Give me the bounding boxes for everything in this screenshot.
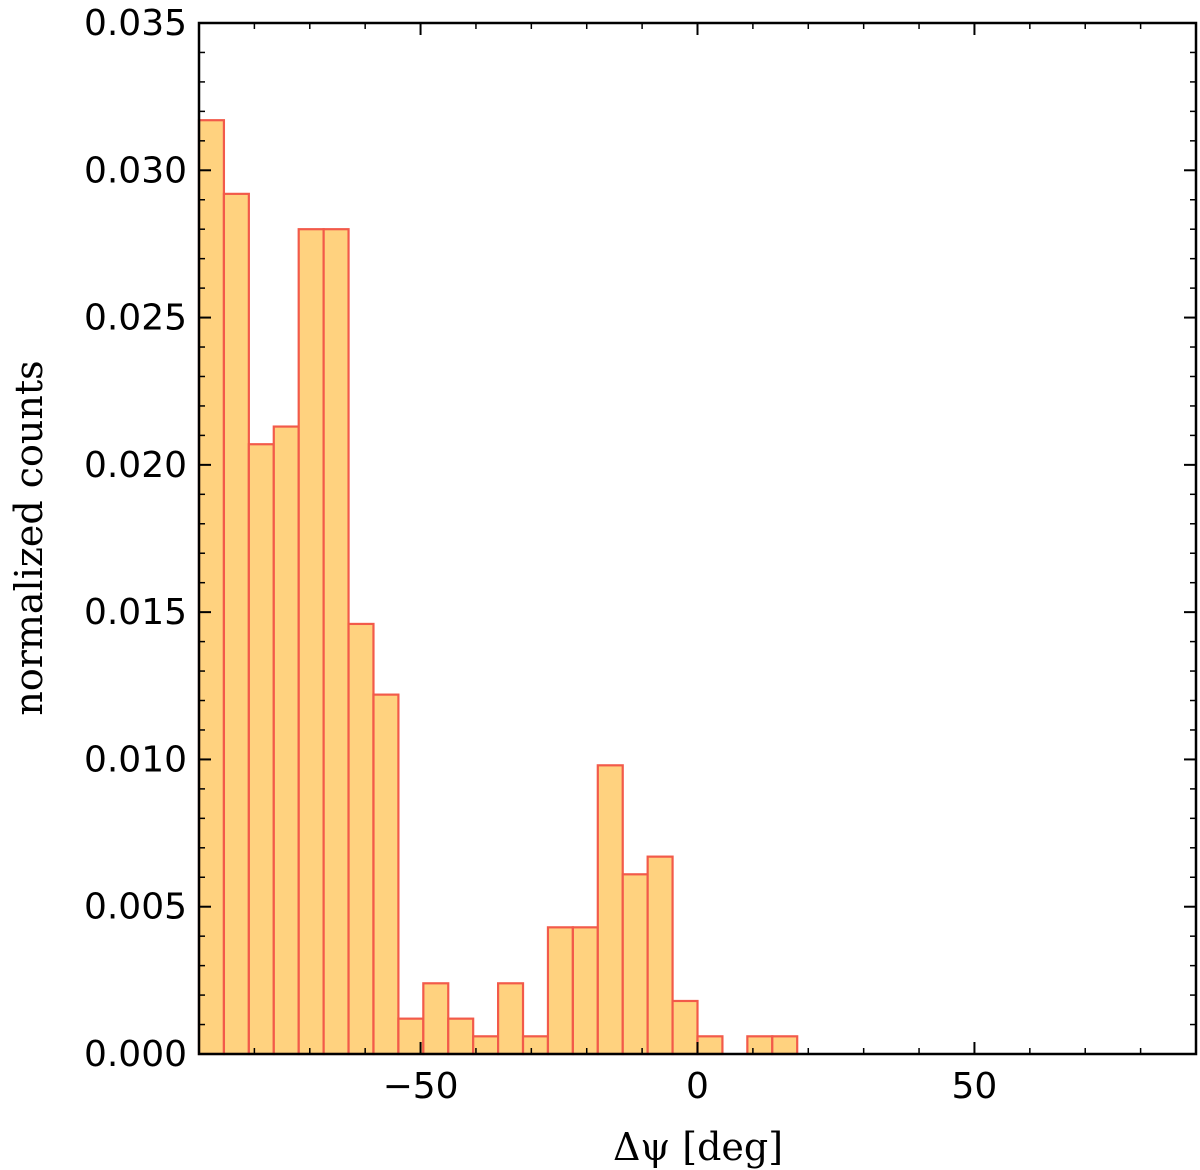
y-tick-label: 0.000 <box>84 1034 187 1075</box>
histogram-bar <box>771 1035 799 1056</box>
histogram-bar <box>247 443 275 1056</box>
x-tick-label: 0 <box>686 1066 709 1107</box>
y-tick-label: 0.020 <box>84 445 187 486</box>
tick-labels-layer: −50 0 50 0.000 0.005 0.010 0.015 0.020 0.025 0.03… <box>84 3 997 1107</box>
x-tick-label: 50 <box>952 1066 998 1107</box>
x-tick-label: −50 <box>383 1066 459 1107</box>
y-tick-label: 0.030 <box>84 150 187 191</box>
ticks-layer <box>198 22 1197 1055</box>
histogram-bar <box>422 982 450 1056</box>
y-axis-label: normalized counts <box>7 360 51 715</box>
histogram-bar <box>497 982 525 1056</box>
histogram-bar <box>322 228 350 1056</box>
histogram-bar <box>447 1017 475 1056</box>
histogram-bar <box>472 1035 500 1056</box>
histogram-bar <box>197 119 226 1056</box>
x-axis-label: Δψ [deg] <box>613 1125 783 1169</box>
histogram-bar <box>696 1035 724 1056</box>
histogram-bar <box>671 999 699 1056</box>
histogram-bar <box>621 873 649 1056</box>
histogram-bar <box>646 855 674 1056</box>
histogram-bar <box>546 926 574 1056</box>
y-tick-label: 0.005 <box>84 887 187 928</box>
histogram-bar <box>372 693 400 1056</box>
y-tick-label: 0.025 <box>84 298 187 339</box>
histogram-bar <box>347 622 375 1056</box>
histogram-bar <box>596 764 624 1056</box>
histogram-bar <box>297 228 325 1056</box>
histogram-bar <box>521 1035 550 1056</box>
bars-layer <box>197 119 799 1056</box>
histogram-bar <box>746 1035 774 1056</box>
histogram-bar <box>222 192 250 1056</box>
histogram-bar <box>272 425 300 1056</box>
y-tick-label: 0.015 <box>84 592 187 633</box>
y-tick-label: 0.035 <box>84 3 187 44</box>
histogram-bar <box>571 926 599 1056</box>
y-tick-label: 0.010 <box>84 739 187 780</box>
